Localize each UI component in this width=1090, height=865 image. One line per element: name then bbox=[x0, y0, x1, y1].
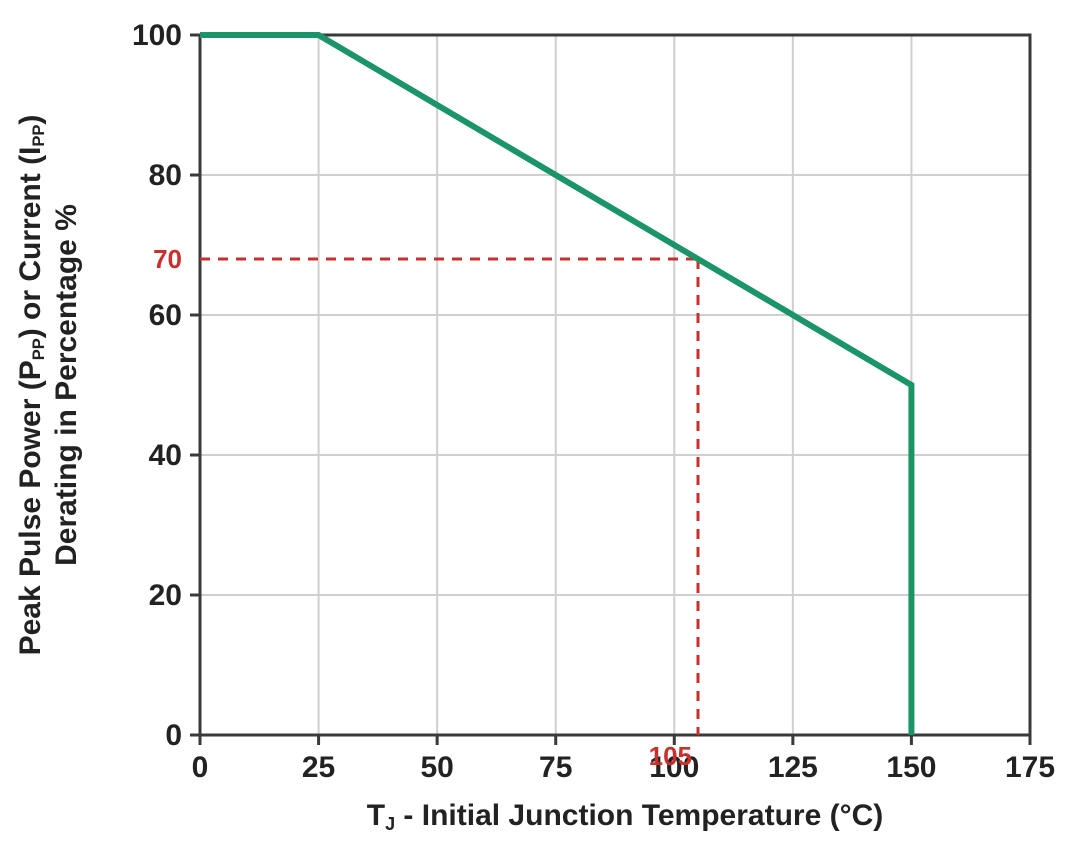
x-tick-label: 150 bbox=[886, 751, 936, 784]
annotation-x-label: 105 bbox=[649, 741, 692, 771]
x-tick-label: 25 bbox=[302, 751, 335, 784]
svg-text:Peak Pulse Power (PPP) or Curr: Peak Pulse Power (PPP) or Current (IPP) bbox=[14, 115, 48, 656]
y-tick-label: 80 bbox=[149, 159, 182, 192]
y-tick-label: 20 bbox=[149, 579, 182, 612]
svg-text:Derating in Percentage %: Derating in Percentage % bbox=[50, 204, 83, 566]
annotation-y-label: 70 bbox=[153, 244, 182, 274]
x-tick-label: 50 bbox=[420, 751, 453, 784]
derating-chart: 025507510012515017502040608010070105TJ -… bbox=[0, 0, 1090, 865]
x-tick-label: 75 bbox=[539, 751, 572, 784]
x-tick-label: 0 bbox=[192, 751, 209, 784]
y-tick-label: 60 bbox=[149, 299, 182, 332]
x-tick-label: 175 bbox=[1005, 751, 1055, 784]
y-tick-label: 40 bbox=[149, 439, 182, 472]
x-tick-label: 125 bbox=[768, 751, 818, 784]
y-tick-label: 100 bbox=[132, 19, 182, 52]
y-tick-label: 0 bbox=[165, 719, 182, 752]
x-axis-label: TJ - Initial Junction Temperature (°C) bbox=[367, 799, 884, 834]
chart-svg: 025507510012515017502040608010070105TJ -… bbox=[0, 0, 1090, 865]
